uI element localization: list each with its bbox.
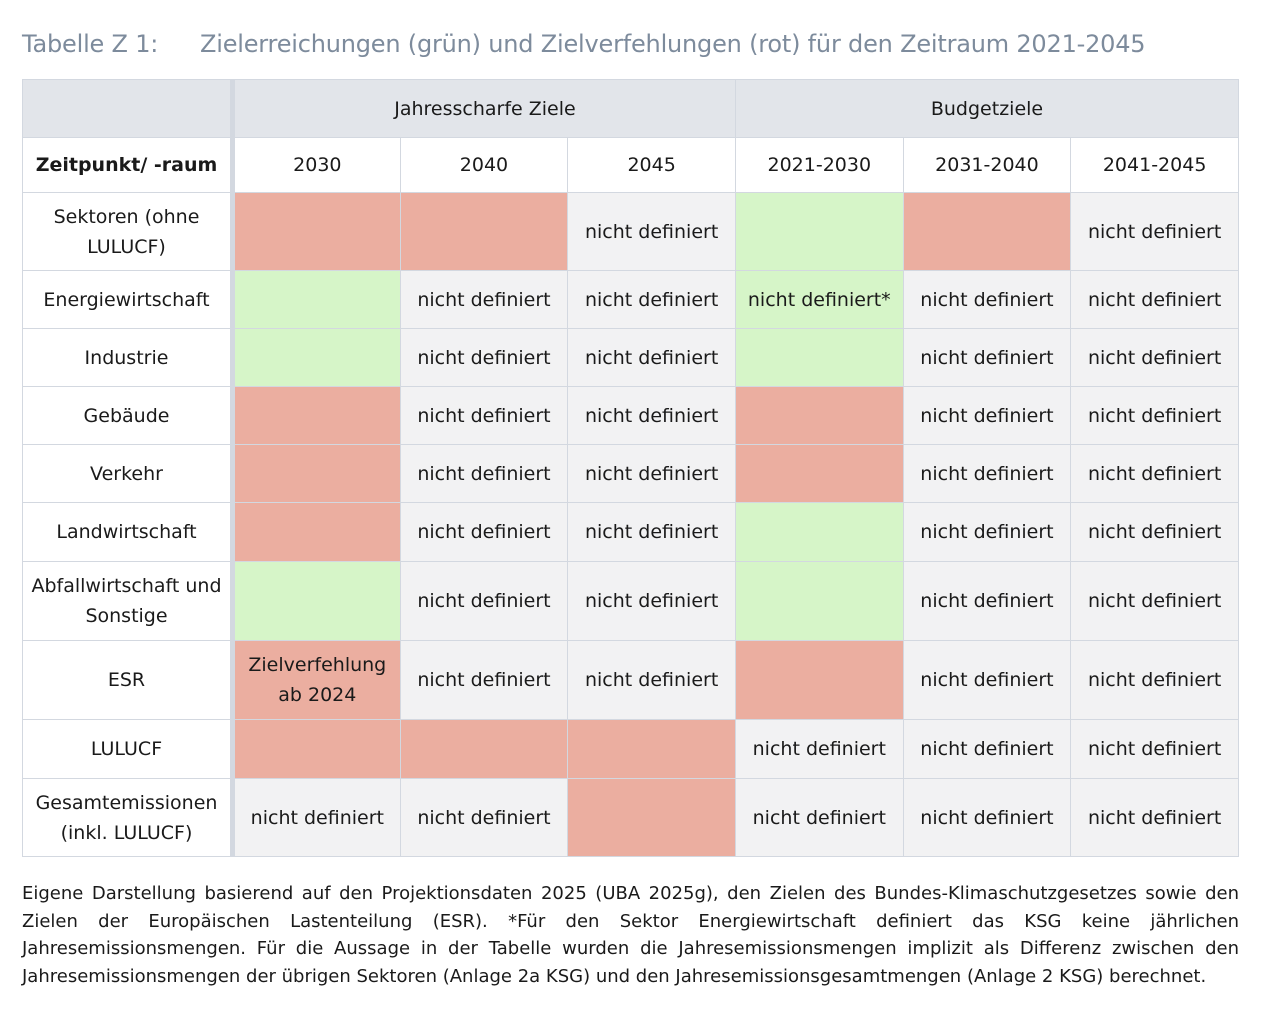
table-caption: Tabelle Z 1: Zielerreichungen (grün) und … <box>22 30 1146 58</box>
status-cell: nicht definiert <box>1070 328 1239 387</box>
target-table: Jahresscharfe Ziele Budgetziele Zeitpunk… <box>22 79 1240 857</box>
status-cell: nicht definiert <box>902 386 1072 445</box>
row-label: Landwirtschaft <box>22 502 235 562</box>
status-cell: nicht definiert <box>399 778 569 857</box>
status-cell: nicht definiert <box>232 778 401 857</box>
status-cell: nicht definiert <box>902 444 1072 503</box>
status-cell: nicht definiert <box>902 561 1072 641</box>
group-header-row: Jahresscharfe Ziele Budgetziele <box>22 79 1240 138</box>
column-header: 2045 <box>567 137 736 193</box>
status-cell <box>232 719 401 779</box>
status-cell <box>232 502 401 562</box>
status-cell: nicht definiert <box>399 640 569 720</box>
status-cell <box>232 270 401 329</box>
status-cell: nicht definiert <box>399 328 569 387</box>
status-cell: nicht definiert* <box>734 270 904 329</box>
status-cell <box>567 778 736 857</box>
status-cell: nicht definiert <box>902 328 1072 387</box>
row-label: Energiewirtschaft <box>22 270 235 329</box>
status-cell: nicht definiert <box>399 270 569 329</box>
status-cell <box>734 386 904 445</box>
status-cell: nicht definiert <box>399 502 569 562</box>
status-cell: nicht definiert <box>399 444 569 503</box>
group-header-blank <box>22 79 235 138</box>
status-cell <box>399 719 569 779</box>
status-cell: nicht definiert <box>567 270 736 329</box>
table-row: ESR Zielverfehlung ab 2024 nicht definiert… <box>22 640 1239 720</box>
column-header: 2041-2045 <box>1070 137 1239 193</box>
status-cell: nicht definiert <box>1070 640 1239 720</box>
status-cell: nicht definiert <box>1070 719 1239 779</box>
column-header: 2040 <box>399 137 569 193</box>
status-cell <box>734 640 904 720</box>
status-cell: nicht definiert <box>399 386 569 445</box>
status-cell: nicht definiert <box>567 444 736 503</box>
status-cell <box>734 192 904 271</box>
status-cell: nicht definiert <box>567 640 736 720</box>
table-row: Abfallwirtschaft und Sonstige nicht defin… <box>22 561 1239 641</box>
table-row: LULUCF nicht definiert nicht definiert nich… <box>22 719 1239 779</box>
status-cell <box>399 192 569 271</box>
header-label: Zeitpunkt/ -raum <box>22 137 235 193</box>
status-cell: nicht definiert <box>1070 270 1239 329</box>
status-cell <box>232 386 401 445</box>
status-cell <box>734 561 904 641</box>
table-row: Gebäude nicht definiert nicht definiert nic… <box>22 386 1239 445</box>
row-label: Verkehr <box>22 444 235 503</box>
status-cell <box>734 444 904 503</box>
row-label: Abfallwirtschaft und Sonstige <box>22 561 235 641</box>
row-label: Gesamtemissionen (inkl. LULUCF) <box>22 778 235 857</box>
status-cell: nicht definiert <box>1070 386 1239 445</box>
table-row: Verkehr nicht definiert nicht definiert nic… <box>22 444 1239 503</box>
status-cell: nicht definiert <box>399 561 569 641</box>
status-cell: nicht definiert <box>1070 778 1239 857</box>
status-cell <box>734 328 904 387</box>
status-cell: nicht definiert <box>1070 192 1239 271</box>
status-cell: nicht definiert <box>1070 444 1239 503</box>
status-cell <box>567 719 736 779</box>
table-row: Sektoren (ohne LULUCF) nicht definiert nic… <box>22 192 1239 271</box>
column-header: 2031-2040 <box>902 137 1072 193</box>
footnote: Eigene Darstellung basierend auf den Pro… <box>22 883 1239 987</box>
status-cell: nicht definiert <box>902 270 1072 329</box>
status-cell: nicht definiert <box>734 778 904 857</box>
status-cell <box>232 561 401 641</box>
column-header-row: Zeitpunkt/ -raum 2030 2040 2045 2021-203… <box>22 137 1239 193</box>
table-row: Gesamtemissionen (inkl. LULUCF) nicht def… <box>22 778 1239 857</box>
row-label: Sektoren (ohne LULUCF) <box>22 192 235 271</box>
status-cell: nicht definiert <box>902 640 1072 720</box>
status-cell: nicht definiert <box>1070 502 1239 562</box>
status-cell: nicht definiert <box>567 192 736 271</box>
status-cell: nicht definiert <box>567 561 736 641</box>
status-cell: nicht definiert <box>734 719 904 779</box>
table-row: Landwirtschaft nicht definiert nicht defin… <box>22 502 1239 562</box>
status-cell <box>232 328 401 387</box>
caption-title: Zielerreichungen (grün) und Zielverfehlu… <box>200 30 1146 58</box>
caption-number: Tabelle Z 1: <box>22 30 159 58</box>
status-cell: nicht definiert <box>902 502 1072 562</box>
status-cell: nicht definiert <box>567 386 736 445</box>
row-label: ESR <box>22 640 235 720</box>
row-label: Industrie <box>22 328 235 387</box>
status-cell: nicht definiert <box>902 778 1072 857</box>
status-cell: nicht definiert <box>1070 561 1239 641</box>
status-cell <box>232 192 401 271</box>
status-cell: nicht definiert <box>567 328 736 387</box>
column-header: 2030 <box>232 137 401 193</box>
group-header-annual: Jahresscharfe Ziele <box>232 79 736 138</box>
table-row: Energiewirtschaft nicht definiert nicht de… <box>22 270 1239 329</box>
table-row: Industrie nicht definiert nicht definiert n… <box>22 328 1239 387</box>
status-cell: nicht definiert <box>567 502 736 562</box>
status-cell <box>902 192 1072 271</box>
status-cell: Zielverfehlung ab 2024 <box>232 640 401 720</box>
status-cell <box>232 444 401 503</box>
column-header: 2021-2030 <box>734 137 904 193</box>
group-header-budget: Budgetziele <box>734 79 1240 138</box>
status-cell <box>734 502 904 562</box>
row-label: LULUCF <box>22 719 235 779</box>
status-cell: nicht definiert <box>902 719 1072 779</box>
row-label: Gebäude <box>22 386 235 445</box>
